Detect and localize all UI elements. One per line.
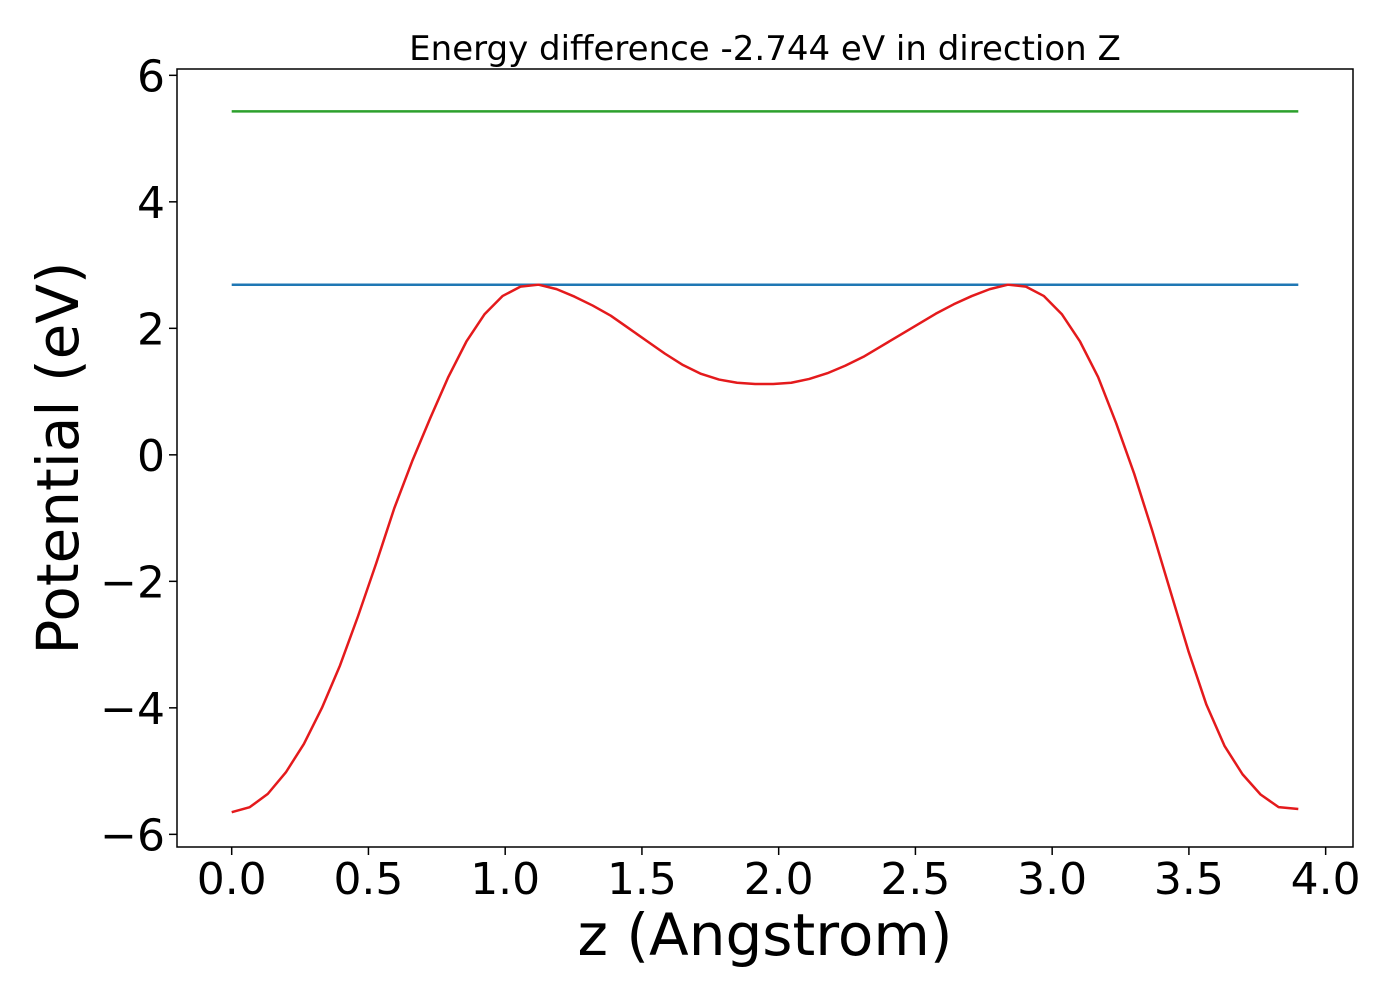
x-tick-label: 3.0 (1017, 854, 1087, 905)
y-tick-label: 0 (137, 431, 165, 482)
y-axis-label: Potential (eV) (24, 261, 92, 654)
y-tick-label: −2 (100, 557, 165, 608)
plot-frame (176, 68, 1354, 848)
x-axis-label: z (Angstrom) (578, 901, 953, 969)
x-tick-label: 0.5 (333, 854, 403, 905)
chart-title: Energy difference -2.744 eV in direction… (409, 29, 1121, 69)
y-tick-label: 4 (137, 178, 165, 229)
y-tick-label: −4 (100, 684, 165, 735)
x-tick-label: 4.0 (1291, 854, 1361, 905)
y-tick-label: 2 (137, 304, 165, 355)
x-tick-label: 3.5 (1154, 854, 1224, 905)
y-axis: −6 −4 −2 0 2 4 6 (100, 51, 177, 861)
x-tick-label: 1.0 (470, 854, 540, 905)
y-tick-label: 6 (137, 51, 165, 102)
plot-area (231, 110, 1299, 814)
x-tick-label: 2.0 (744, 854, 814, 905)
y-tick-label: −6 (100, 810, 165, 861)
series-line-2 (231, 283, 1299, 814)
x-tick-label: 2.5 (880, 854, 950, 905)
x-axis: 0.0 0.5 1.0 1.5 2.0 2.5 3.0 3.5 4.0 (197, 847, 1361, 905)
x-tick-label: 1.5 (607, 854, 677, 905)
x-tick-label: 0.0 (197, 854, 267, 905)
